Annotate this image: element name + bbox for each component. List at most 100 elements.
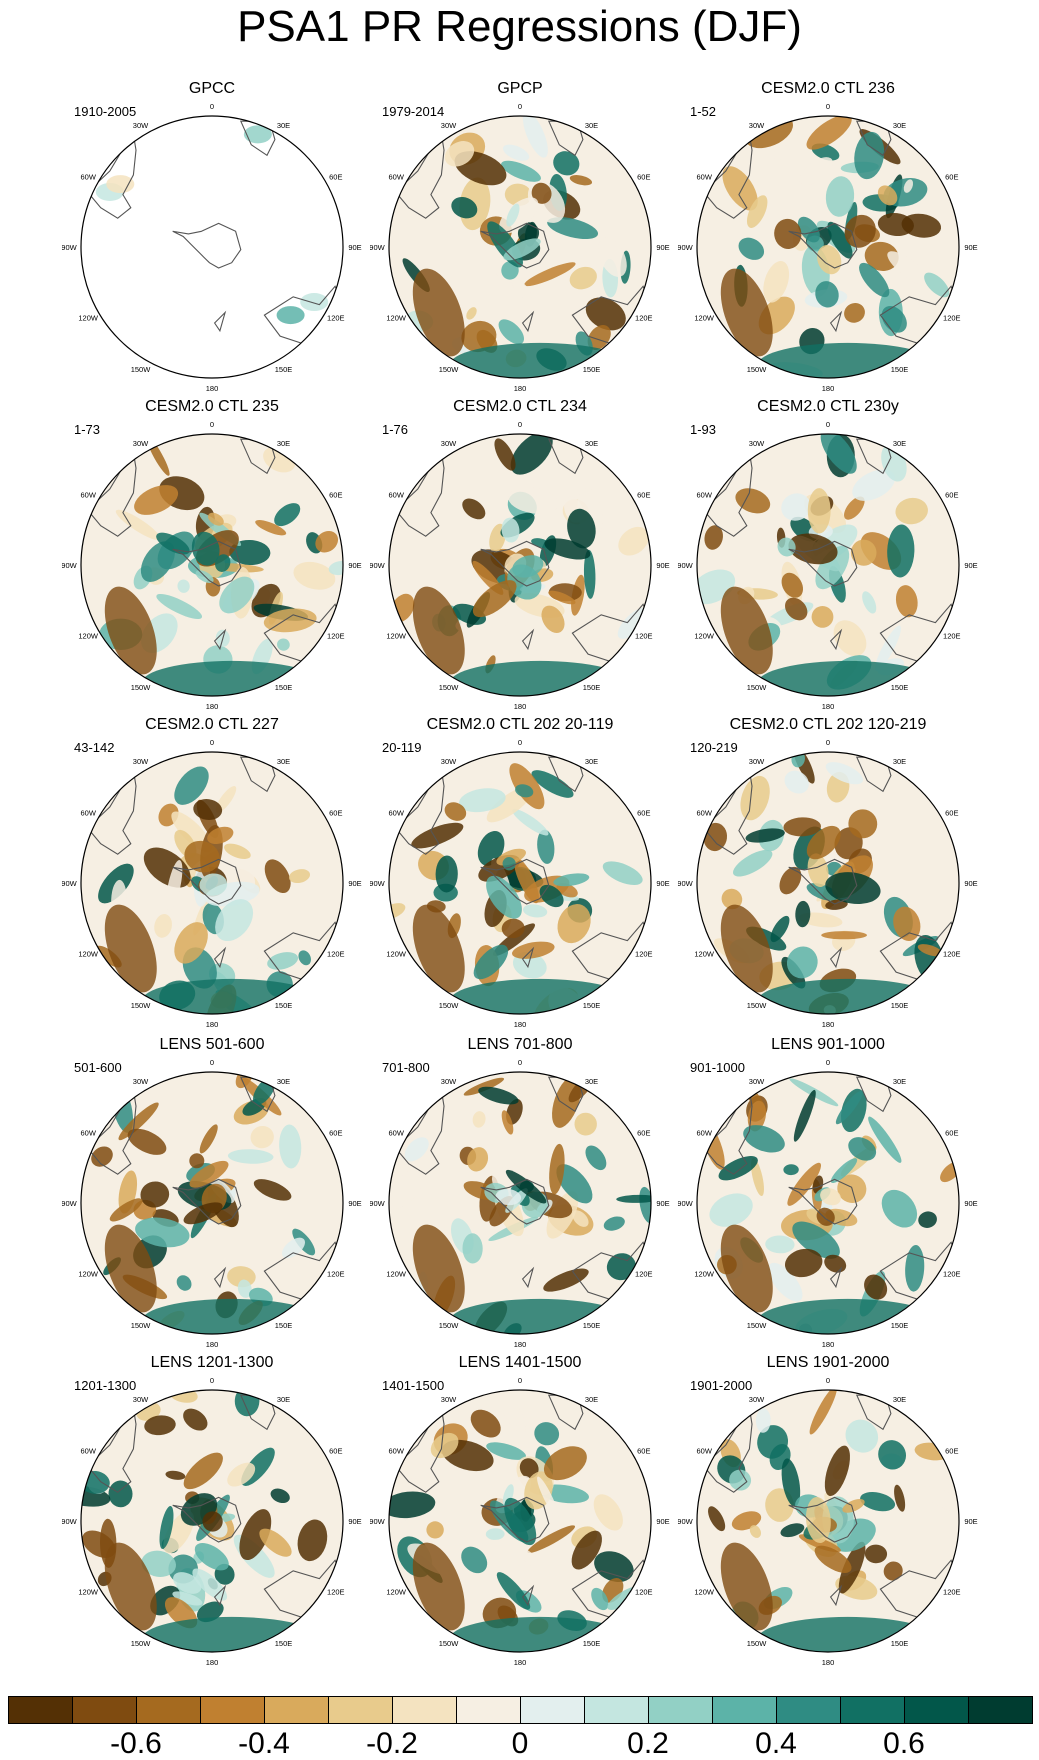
regression-contour-patch [140, 541, 175, 582]
regression-contour-patch [825, 762, 864, 785]
regression-contour-patch [569, 175, 593, 186]
regression-contour-patch [189, 1153, 205, 1169]
regression-contour-patch [784, 1248, 823, 1278]
longitude-label: 150E [891, 1321, 909, 1330]
regression-contour-patch [543, 1446, 587, 1481]
colorbar-tick-label: -0.4 [238, 1727, 290, 1760]
regression-contour-patch [824, 1445, 850, 1497]
longitude-label: 150W [747, 365, 768, 374]
positive-anomaly-band [449, 1616, 630, 1652]
longitude-label: 60W [80, 1447, 96, 1456]
map-border [388, 751, 652, 1015]
regression-contour-patch [519, 1548, 540, 1568]
longitude-label: 120W [78, 1270, 99, 1279]
longitude-label: 120E [943, 950, 961, 959]
regression-contour-patch [505, 1169, 547, 1204]
longitude-label: 30E [893, 1395, 906, 1404]
regression-contour-patch [773, 145, 790, 160]
regression-contour-patch [458, 788, 506, 813]
negative-anomaly-band [412, 1224, 465, 1313]
regression-contour-patch [250, 1125, 274, 1149]
positive-anomaly-band [141, 1298, 322, 1334]
longitude-label: 90E [656, 561, 669, 570]
longitude-label: 150E [891, 1001, 909, 1010]
colorbar-bin [72, 1696, 137, 1724]
regression-contour-patch [496, 1572, 531, 1610]
land-data-patch [300, 293, 329, 312]
longitude-label: 60W [80, 173, 96, 182]
regression-contour-patch [461, 320, 497, 353]
negative-anomaly-band [104, 904, 157, 993]
regression-contour-patch [821, 931, 867, 940]
polar-stereographic-map: 0 30E 60E 90E 120E 150E 180 150W 120W 90W 60W 30W [678, 102, 978, 393]
negative-anomaly-band [720, 586, 773, 675]
longitude-label: 180 [514, 1658, 527, 1667]
regression-contour-patch [508, 487, 559, 514]
regression-contour-patch [461, 1546, 488, 1574]
regression-contour-patch [779, 866, 802, 895]
coastline [480, 1496, 550, 1543]
map-panel: LENS 701-800 0 30E 60E 90E 120E 150E 180 150W 120… [370, 1036, 670, 1356]
regression-contour-patch [757, 1425, 789, 1459]
longitude-label: 150W [439, 1321, 460, 1330]
map-panel: CESM2.0 CTL 234 0 30E 60E 90E 120E 150E 180 150W… [370, 398, 670, 718]
longitude-label: 150E [583, 1001, 601, 1010]
regression-contour-patch [252, 957, 268, 973]
longitude-label: 150E [583, 1321, 601, 1330]
longitude-label: 180 [206, 384, 219, 393]
regression-contour-patch [735, 488, 771, 514]
map-panel: CESM2.0 CTL 202 20-119 0 30E 60E 90E 120E 150E… [370, 716, 670, 1036]
longitude-label: 0 [518, 420, 522, 429]
regression-contour-patch [177, 579, 190, 593]
map-panel: GPCC 0 30E 60E 90E 120E 150E 180 150W 120W 90W 60W 3… [62, 80, 362, 400]
longitude-label: 30E [585, 439, 598, 448]
positive-anomaly-band [757, 1298, 938, 1334]
positive-anomaly-band [141, 978, 322, 1014]
regression-contour-patch [768, 1262, 803, 1302]
colorbar-tick-label: 0.2 [627, 1727, 669, 1760]
regression-contour-patch [215, 899, 254, 942]
longitude-label: 90E [348, 243, 361, 252]
regression-contour-patch [470, 1409, 501, 1438]
map-border [80, 1389, 344, 1653]
panel-title: LENS 1201-1300 [150, 1354, 274, 1371]
longitude-label: 60W [80, 1129, 96, 1138]
longitude-label: 180 [514, 384, 527, 393]
longitude-label: 150E [583, 1639, 601, 1648]
regression-contour-patch [495, 1189, 522, 1206]
regression-contour-patch [547, 217, 599, 240]
coastline [788, 222, 858, 269]
regression-contour-patch [781, 493, 811, 521]
longitude-label: 60E [637, 1447, 650, 1456]
colorbar-bin [840, 1696, 905, 1724]
regression-contour-patch [501, 517, 520, 543]
longitude-label: 90W [678, 243, 694, 252]
regression-contour-patch [553, 873, 590, 887]
regression-contour-patch [189, 1160, 229, 1188]
coastline [521, 310, 535, 333]
regression-contour-patch [905, 1245, 925, 1292]
longitude-label: 90W [370, 561, 386, 570]
panel-period-label: 1-76 [382, 422, 409, 437]
regression-contour-patch [519, 1458, 539, 1479]
longitude-label: 60E [945, 1129, 958, 1138]
longitude-label: 30W [441, 1395, 457, 1404]
regression-contour-patch [883, 1561, 903, 1581]
coastline [172, 858, 242, 905]
longitude-label: 120E [327, 950, 345, 959]
regression-contour-patch [556, 1164, 593, 1204]
regression-contour-patch [743, 1125, 785, 1153]
regression-contour-patch [830, 1158, 858, 1184]
longitude-label: 120E [943, 632, 961, 641]
longitude-label: 90W [678, 879, 694, 888]
longitude-label: 30E [277, 121, 290, 130]
regression-contour-patch [797, 216, 820, 243]
longitude-label: 30E [585, 121, 598, 130]
longitude-label: 150W [747, 1639, 768, 1648]
regression-contour-patch [531, 182, 552, 204]
regression-contour-patch [807, 853, 829, 887]
regression-contour-patch [477, 830, 505, 866]
longitude-label: 60W [696, 1447, 712, 1456]
regression-contour-patch [755, 1408, 771, 1433]
longitude-label: 120E [327, 314, 345, 323]
